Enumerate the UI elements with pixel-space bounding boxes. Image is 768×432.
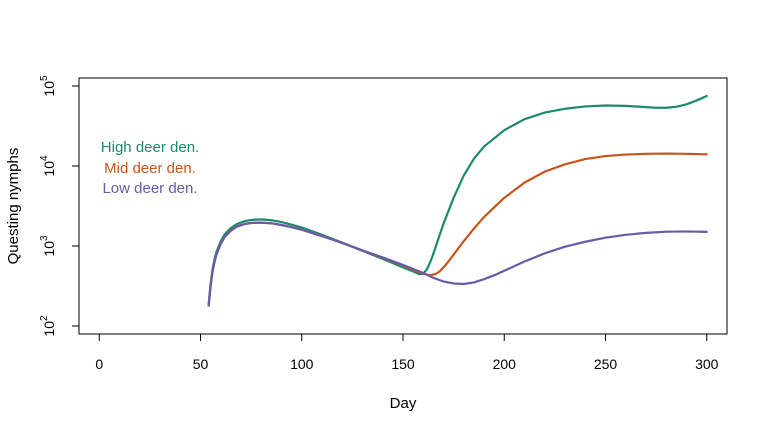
x-tick-label: 200 xyxy=(493,356,517,372)
x-tick-label: 150 xyxy=(391,356,415,372)
y-tick-label-text: 102 xyxy=(39,315,57,337)
y-tick-label: 104 xyxy=(39,155,57,177)
x-axis-title: Day xyxy=(390,395,417,412)
x-axis: 0 50 100 150 200 250 300 xyxy=(95,333,719,372)
plot-area xyxy=(78,77,728,335)
y-tick-label: 105 xyxy=(39,75,57,97)
legend-item-2: Low deer den. xyxy=(102,180,197,197)
x-tick-label: 0 xyxy=(95,356,103,372)
x-tick-label: 300 xyxy=(695,356,719,372)
x-tick-label: 100 xyxy=(290,356,314,372)
plot-frame xyxy=(78,77,728,335)
series-layer xyxy=(207,94,708,307)
series-line-0 xyxy=(207,94,708,307)
y-tick-label: 102 xyxy=(39,315,57,337)
y-tick-label-text: 103 xyxy=(39,235,57,257)
x-tick-label: 50 xyxy=(193,356,209,372)
y-axis: 102 103 104 105 xyxy=(39,75,80,337)
x-tick-label: 250 xyxy=(594,356,618,372)
y-tick-label-text: 105 xyxy=(39,75,57,97)
legend-item-0: High deer den. xyxy=(101,139,199,156)
series-line-2 xyxy=(207,221,708,307)
legend: High deer den. Mid deer den. Low deer den. xyxy=(101,139,199,197)
legend-item-1: Mid deer den. xyxy=(104,160,196,177)
y-tick-label: 103 xyxy=(39,235,57,257)
y-axis-title: Questing nymphs xyxy=(5,148,22,265)
y-tick-label-text: 104 xyxy=(39,155,57,177)
